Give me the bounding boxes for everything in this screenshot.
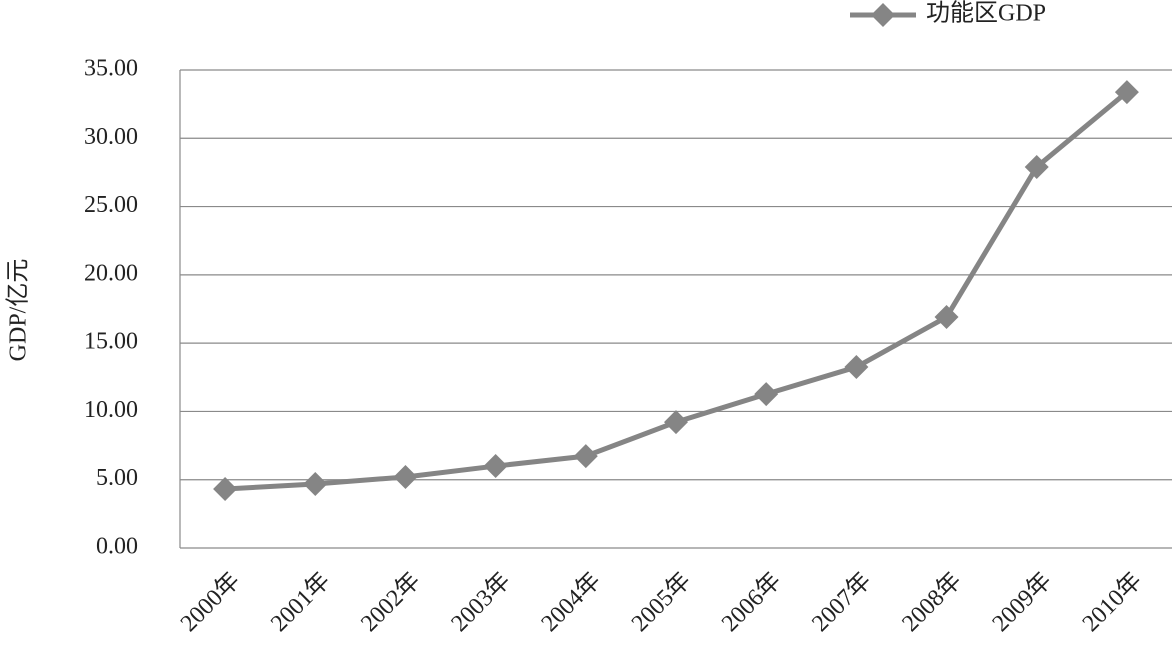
marker xyxy=(1024,154,1049,179)
marker xyxy=(393,464,418,489)
x-tick-label: 2004年 xyxy=(536,567,606,637)
marker xyxy=(573,444,598,469)
y-axis-label: GDP/亿元 xyxy=(5,259,32,362)
marker xyxy=(303,471,328,496)
x-tick-label: 2002年 xyxy=(356,567,426,637)
y-tick-label: 10.00 xyxy=(84,397,138,423)
x-tick-label: 2006年 xyxy=(716,567,786,637)
legend-marker xyxy=(871,3,895,27)
marker xyxy=(754,382,779,407)
y-tick-label: 25.00 xyxy=(84,192,138,218)
marker xyxy=(483,454,508,479)
marker xyxy=(664,410,688,435)
x-tick-label: 2009年 xyxy=(987,567,1057,637)
legend-label: 功能区GDP xyxy=(926,0,1046,27)
x-tick-label: 2003年 xyxy=(446,567,516,637)
x-tick-label: 2000年 xyxy=(175,567,245,637)
y-tick-label: 35.00 xyxy=(84,56,138,82)
x-tick-label: 2005年 xyxy=(626,567,696,637)
y-tick-label: 30.00 xyxy=(84,124,138,150)
marker xyxy=(934,305,959,330)
y-tick-label: 0.00 xyxy=(96,534,138,560)
marker xyxy=(1114,80,1139,105)
y-tick-label: 20.00 xyxy=(84,260,138,286)
y-tick-label: 5.00 xyxy=(96,465,138,491)
x-tick-label: 2008年 xyxy=(897,567,967,637)
marker xyxy=(213,477,238,502)
y-tick-label: 15.00 xyxy=(84,329,138,355)
x-tick-label: 2010年 xyxy=(1077,567,1147,637)
x-tick-label: 2007年 xyxy=(806,567,876,637)
x-tick-label: 2001年 xyxy=(265,567,335,637)
marker xyxy=(844,355,869,380)
